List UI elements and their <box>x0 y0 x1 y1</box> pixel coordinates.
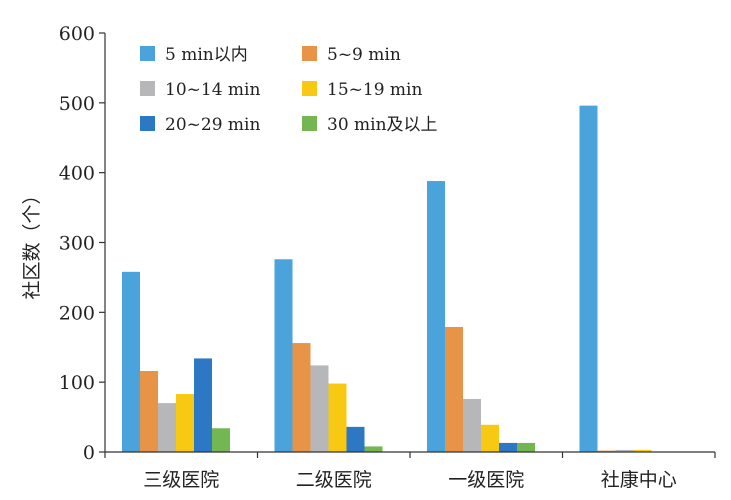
y-axis: 0 100 200 300 400 500 600 <box>59 23 106 464</box>
bar <box>597 450 616 452</box>
bar <box>328 383 347 452</box>
bar <box>292 343 311 452</box>
y-tick-label: 100 <box>59 372 95 394</box>
x-category-label: 社康中心 <box>601 469 677 491</box>
y-tick-label: 300 <box>59 233 95 255</box>
y-tick-label: 200 <box>59 302 95 324</box>
legend-label: 10~14 min <box>165 80 260 100</box>
legend-swatch <box>302 46 317 61</box>
bar <box>274 259 293 452</box>
legend: 5 min以内 5~9 min 10~14 min 15~19 min 20~29 mi… <box>140 45 438 135</box>
y-tick-label: 600 <box>59 23 95 45</box>
bar <box>615 449 634 452</box>
bar <box>140 370 158 452</box>
legend-swatch <box>140 116 155 131</box>
y-tick-label: 0 <box>83 442 95 464</box>
bars-group <box>122 105 652 453</box>
bar <box>346 426 365 452</box>
bar <box>481 424 499 452</box>
legend-swatch <box>302 116 317 131</box>
bar <box>579 105 598 453</box>
bar <box>122 271 140 452</box>
bar <box>176 394 194 452</box>
x-category-label: 二级医院 <box>296 469 372 491</box>
legend-label: 15~19 min <box>327 80 422 100</box>
bar <box>310 365 329 452</box>
bar <box>427 181 445 452</box>
legend-label: 5 min以内 <box>165 45 248 65</box>
bar <box>212 428 230 452</box>
legend-swatch <box>302 81 317 96</box>
bar <box>364 446 383 452</box>
bar <box>499 442 517 452</box>
y-axis-label: 社区数（个） <box>21 185 43 299</box>
bar <box>463 398 481 452</box>
bar <box>633 449 652 452</box>
x-category-label: 三级医院 <box>143 469 219 491</box>
bar <box>517 442 535 452</box>
x-category-label: 一级医院 <box>448 469 524 491</box>
legend-label: 5~9 min <box>327 45 401 65</box>
legend-label: 30 min及以上 <box>327 115 438 135</box>
bar <box>158 403 176 452</box>
x-axis: 三级医院 二级医院 一级医院 社康中心 <box>104 451 716 491</box>
legend-swatch <box>140 81 155 96</box>
bar <box>445 326 463 452</box>
bar <box>194 358 212 452</box>
y-tick-label: 400 <box>59 163 95 185</box>
legend-swatch <box>140 46 155 61</box>
y-tick-label: 500 <box>59 93 95 115</box>
legend-label: 20~29 min <box>165 115 260 135</box>
